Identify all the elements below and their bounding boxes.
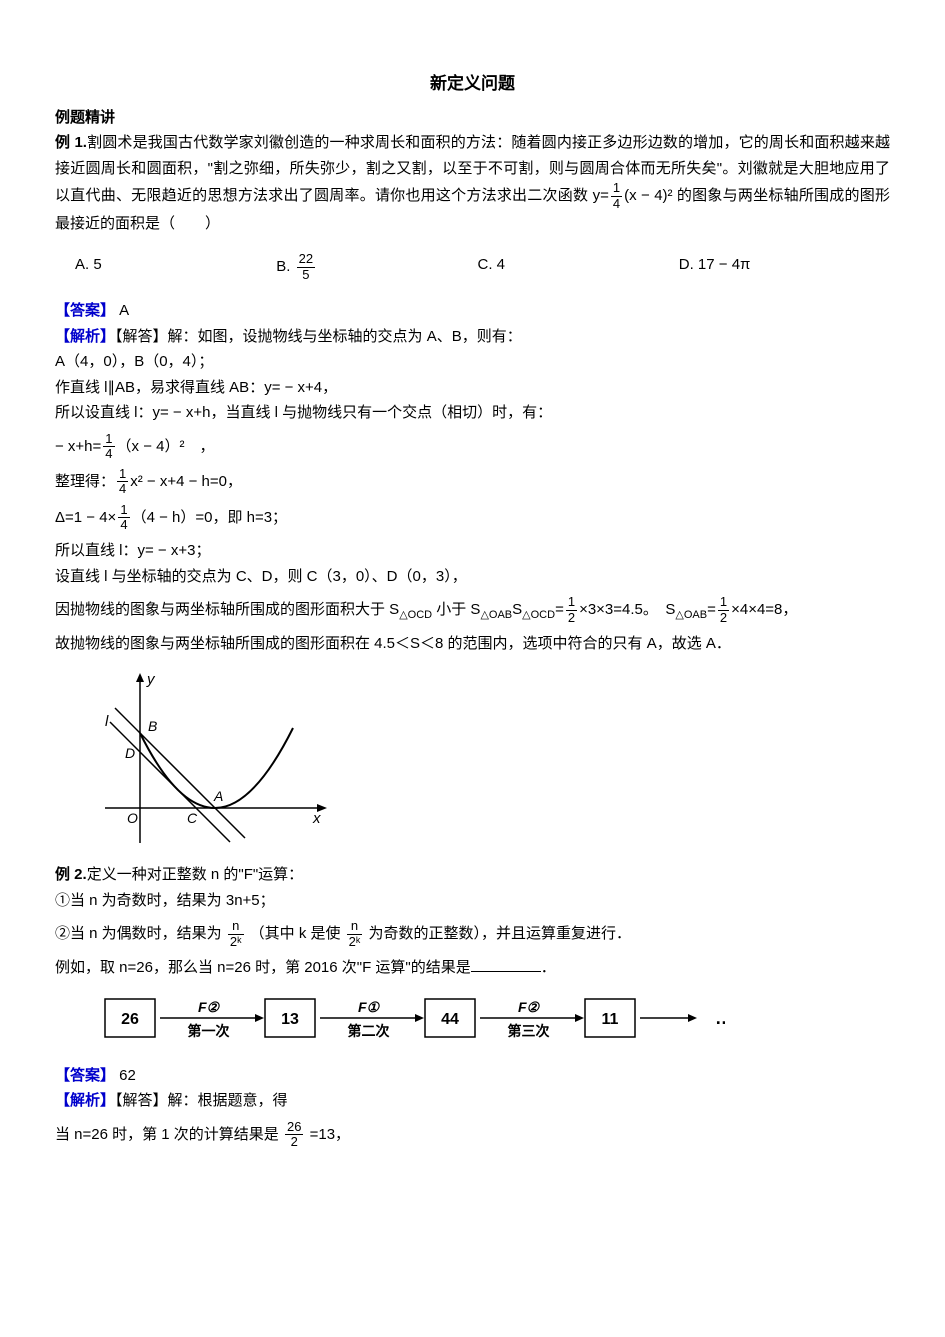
- answer-label-2: 【答案】: [55, 1067, 115, 1084]
- analysis-label-2: 【解析】: [55, 1092, 115, 1109]
- line-y3: 所以直线 l：y= − x+3；: [55, 538, 890, 564]
- page-title: 新定义问题: [55, 70, 890, 99]
- option-a: A. 5: [75, 252, 276, 282]
- svg-text:11: 11: [602, 1011, 619, 1028]
- eq3: Δ=1 − 4×14（4 − h）=0，即 h=3；: [55, 503, 890, 533]
- svg-text:26: 26: [121, 1011, 139, 1028]
- svg-text:第一次: 第一次: [188, 1023, 230, 1039]
- svg-text:13: 13: [281, 1011, 299, 1028]
- example2-heading: 例 2.定义一种对正整数 n 的"F"运算：: [55, 862, 890, 888]
- line-tangent: 所以设直线 l：y= − x+h，当直线 l 与抛物线只有一个交点（相切）时，有…: [55, 400, 890, 426]
- line-ab: A（4，0），B（0，4）；: [55, 349, 890, 375]
- options-row: A. 5 B. 225 C. 4 D. 17 − 4π: [55, 244, 890, 290]
- svg-text:l: l: [105, 713, 109, 730]
- option-b: B. 225: [276, 252, 477, 282]
- svg-text:C: C: [187, 810, 198, 826]
- blank-fill: [471, 957, 541, 972]
- svg-text:F②: F②: [518, 999, 541, 1015]
- area-line: 因抛物线的图象与两坐标轴所围成的图形面积大于 S△OCD 小于 S△OABS△O…: [55, 595, 890, 625]
- example1-label: 例 1.: [55, 134, 87, 151]
- analysis-sublabel-2: 【解答】: [115, 1092, 168, 1109]
- example-n26: 例如，取 n=26，那么当 n=26 时，第 2016 次"F 运算"的结果是．: [55, 955, 890, 981]
- svg-text:第二次: 第二次: [348, 1023, 390, 1039]
- analysis-sublabel-1: 【解答】: [115, 328, 168, 345]
- flowchart: 26 F② 第一次 13 F① 第二次 44 F② 第三次 11 …: [95, 987, 725, 1057]
- example2-intro: 定义一种对正整数 n 的"F"运算：: [87, 866, 304, 883]
- option-c: C. 4: [478, 252, 679, 282]
- answer-label: 【答案】: [55, 302, 115, 319]
- example1-body: 例 1.割圆术是我国古代数学家刘徽创造的一种求周长和面积的方法：随着圆内接正多边…: [55, 130, 890, 236]
- line-cd: 设直线 l 与坐标轴的交点为 C、D，则 C（3，0）、D（0，3），: [55, 564, 890, 590]
- svg-text:44: 44: [441, 1011, 459, 1028]
- example2-label: 例 2.: [55, 866, 87, 883]
- answer-value-1: A: [115, 302, 129, 319]
- answer-value-2: 62: [115, 1067, 136, 1084]
- option-d: D. 17 − 4π: [679, 252, 880, 282]
- eq1: − x+h=14（x − 4）² ，: [55, 432, 890, 462]
- svg-text:F①: F①: [358, 999, 381, 1015]
- svg-text:O: O: [127, 810, 138, 826]
- conclusion-1: 故抛物线的图象与两坐标轴所围成的图形面积在 4.5＜S＜8 的范围内，选项中符合…: [55, 631, 890, 657]
- analysis-label-1: 【解析】: [55, 328, 115, 345]
- analysis-intro-1: 解：如图，设抛物线与坐标轴的交点为 A、B，则有：: [168, 328, 522, 345]
- analysis-line-2: 【解析】【解答】解：根据题意，得: [55, 1088, 890, 1114]
- frac-1-4: 14: [611, 181, 622, 211]
- svg-text:…: …: [715, 1008, 725, 1028]
- svg-text:第三次: 第三次: [508, 1023, 550, 1039]
- svg-text:x: x: [312, 810, 321, 827]
- line-lab: 作直线 l∥AB，易求得直线 AB：y= − x+4，: [55, 375, 890, 401]
- svg-text:A: A: [213, 788, 223, 804]
- analysis-intro-2: 解：根据题意，得: [168, 1092, 288, 1109]
- section-header: 例题精讲: [55, 105, 890, 131]
- parabola-graph: y x l O A B C D: [95, 668, 345, 858]
- svg-text:B: B: [148, 718, 157, 734]
- analysis-line-1: 【解析】【解答】解：如图，设抛物线与坐标轴的交点为 A、B，则有：: [55, 324, 890, 350]
- answer-line-2: 【答案】 62: [55, 1063, 890, 1089]
- calc-line: 当 n=26 时，第 1 次的计算结果是 262 =13，: [55, 1120, 890, 1150]
- rule1: ①当 n 为奇数时，结果为 3n+5；: [55, 888, 890, 914]
- answer-line-1: 【答案】 A: [55, 298, 890, 324]
- eq2: 整理得：14x² − x+4 − h=0，: [55, 467, 890, 497]
- svg-text:D: D: [125, 745, 135, 761]
- rule2: ②当 n 为偶数时，结果为 n2ᵏ （其中 k 是使 n2ᵏ 为奇数的正整数），…: [55, 919, 890, 949]
- svg-text:F②: F②: [198, 999, 221, 1015]
- svg-text:y: y: [146, 671, 156, 688]
